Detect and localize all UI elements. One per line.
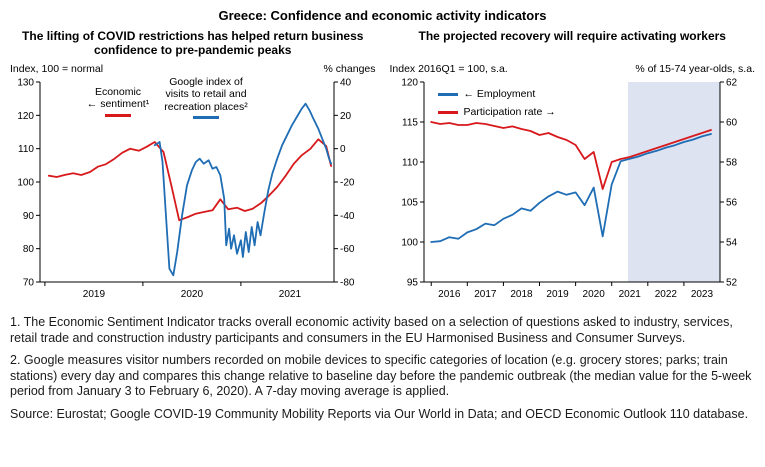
svg-text:52: 52 <box>726 278 738 289</box>
svg-text:54: 54 <box>726 238 738 249</box>
confidence-axis-captions: Index, 100 = normal % changes <box>10 63 376 75</box>
labour-axis-captions: Index 2016Q1 = 100, s.a. % of 15-74 year… <box>390 63 756 75</box>
svg-text:115: 115 <box>402 118 418 129</box>
legend-economic-sentiment-label: Economic ← sentiment¹ <box>86 86 150 111</box>
confidence-chart-title: The lifting of COVID restrictions has he… <box>22 29 364 58</box>
legend-employment-label: ← Employment <box>463 88 536 100</box>
svg-text:62: 62 <box>726 78 738 89</box>
svg-text:2019: 2019 <box>546 289 569 300</box>
legend-employment: ← Employment <box>437 88 536 100</box>
footnote-2: 2. Google measures visitor numbers recor… <box>10 353 752 398</box>
svg-text:70: 70 <box>23 278 35 289</box>
svg-text:2019: 2019 <box>83 289 106 300</box>
confidence-left-axis-label: Index, 100 = normal <box>10 63 104 75</box>
svg-text:58: 58 <box>726 158 738 169</box>
svg-text:2020: 2020 <box>181 289 204 300</box>
legend-google-index-swatch <box>193 116 219 120</box>
legend-google-index: Google index of visits to retail and rec… <box>150 76 262 120</box>
svg-text:2022: 2022 <box>654 289 677 300</box>
svg-text:2018: 2018 <box>510 289 533 300</box>
svg-text:90: 90 <box>23 211 35 222</box>
svg-text:2020: 2020 <box>582 289 605 300</box>
legend-economic-sentiment: Economic ← sentiment¹ <box>72 86 164 117</box>
svg-text:2017: 2017 <box>474 289 497 300</box>
panel-labour: The projected recovery will require acti… <box>390 29 756 307</box>
svg-text:-60: -60 <box>340 244 355 255</box>
svg-text:100: 100 <box>401 238 418 249</box>
legend-participation-rate: Participation rate → <box>437 106 556 118</box>
svg-text:95: 95 <box>406 278 418 289</box>
svg-text:105: 105 <box>401 198 418 209</box>
labour-left-axis-label: Index 2016Q1 = 100, s.a. <box>389 63 508 75</box>
legend-google-index-label: Google index of visits to retail and rec… <box>164 76 248 113</box>
legend-participation-rate-swatch <box>437 110 458 114</box>
labour-chart-canvas: 95 100 105 110 115 120 52 54 56 58 60 62 2016 2017 201… <box>401 78 738 301</box>
svg-text:20: 20 <box>340 111 352 122</box>
svg-text:2021: 2021 <box>279 289 302 300</box>
svg-text:40: 40 <box>340 78 352 89</box>
chart-panels: The lifting of COVID restrictions has he… <box>10 29 755 307</box>
notes: 1. The Economic Sentiment Indicator trac… <box>10 315 755 422</box>
confidence-right-axis-label: % changes <box>323 63 376 75</box>
svg-text:110: 110 <box>18 144 34 155</box>
svg-text:80: 80 <box>23 244 35 255</box>
svg-text:120: 120 <box>401 78 418 89</box>
confidence-chart-canvas: 70 80 90 100 110 120 130 -80 -60 -40 -20 0 20 40 2019 2… <box>17 78 355 301</box>
svg-text:110: 110 <box>402 158 418 169</box>
figure-title: Greece: Confidence and economic activity… <box>218 8 547 23</box>
footnote-1: 1. The Economic Sentiment Indicator trac… <box>10 315 733 345</box>
svg-text:-40: -40 <box>340 211 355 222</box>
legend-participation-rate-label: Participation rate → <box>463 106 556 118</box>
figure: Greece: Confidence and economic activity… <box>10 8 755 422</box>
source-note: Source: Eurostat; Google COVID-19 Commun… <box>10 406 749 421</box>
svg-text:2021: 2021 <box>618 289 641 300</box>
svg-text:2023: 2023 <box>690 289 713 300</box>
svg-text:-20: -20 <box>340 178 355 189</box>
legend-employment-swatch <box>437 92 458 96</box>
svg-text:2016: 2016 <box>438 289 461 300</box>
panel-confidence: The lifting of COVID restrictions has he… <box>10 29 376 307</box>
labour-right-axis-label: % of 15-74 year-olds, s.a. <box>635 63 755 75</box>
svg-text:0: 0 <box>340 144 346 155</box>
svg-text:-80: -80 <box>340 278 355 289</box>
labour-chart: 95 100 105 110 115 120 52 54 56 58 60 62 2016 2017 201… <box>390 76 756 307</box>
svg-text:130: 130 <box>17 78 34 89</box>
svg-text:60: 60 <box>726 118 738 129</box>
legend-economic-sentiment-swatch <box>105 113 131 117</box>
svg-text:56: 56 <box>726 198 738 209</box>
svg-text:100: 100 <box>17 178 34 189</box>
svg-text:120: 120 <box>17 111 34 122</box>
confidence-chart: 70 80 90 100 110 120 130 -80 -60 -40 -20 0 20 40 2019 2… <box>10 76 376 307</box>
labour-chart-title: The projected recovery will require acti… <box>418 29 726 43</box>
